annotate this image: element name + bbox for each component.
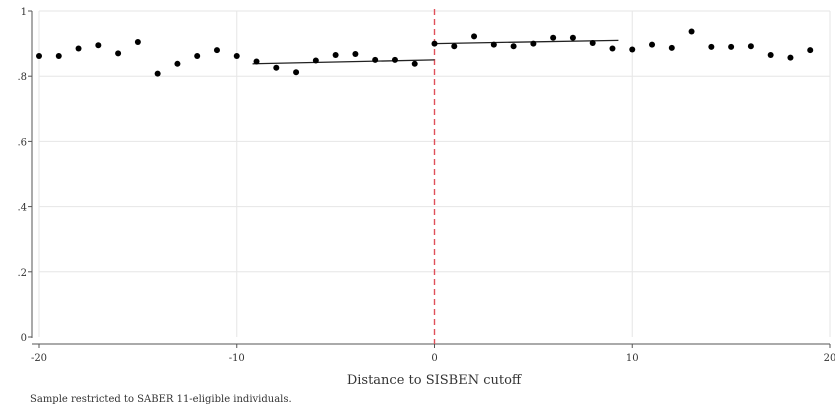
data-point bbox=[510, 43, 517, 50]
x-tick-label: -20 bbox=[31, 353, 47, 364]
data-point bbox=[451, 43, 458, 50]
data-point bbox=[649, 41, 656, 48]
data-point bbox=[471, 33, 478, 40]
y-tick-label: 0 bbox=[21, 333, 27, 344]
footnote: Sample restricted to SABER 11-eligible i… bbox=[30, 394, 292, 405]
x-tick-label: 20 bbox=[824, 353, 835, 364]
data-point bbox=[36, 52, 42, 59]
x-tick-label: 10 bbox=[626, 353, 639, 364]
y-tick-label: .4 bbox=[17, 203, 27, 214]
data-point bbox=[273, 64, 280, 71]
data-point bbox=[411, 60, 418, 67]
data-point bbox=[213, 47, 220, 54]
data-point bbox=[194, 52, 201, 59]
data-point bbox=[55, 52, 62, 59]
data-point bbox=[629, 46, 636, 53]
chart-svg: 0 .2 .4 .6 .8 1 -20 -10 0 10 20 Distance to SISBEN… bbox=[17, 7, 835, 388]
data-point bbox=[807, 47, 814, 54]
data-point bbox=[253, 58, 260, 65]
data-point bbox=[391, 56, 398, 63]
x-tick-label: -10 bbox=[229, 353, 245, 364]
points-layer bbox=[36, 28, 814, 77]
x-axis-label: Distance to SISBEN cutoff bbox=[347, 373, 523, 388]
data-point bbox=[530, 40, 537, 47]
y-tick-label: .6 bbox=[17, 137, 27, 148]
data-point bbox=[787, 54, 794, 61]
fit-line bbox=[252, 59, 435, 65]
data-point bbox=[569, 34, 576, 41]
data-point bbox=[767, 52, 774, 59]
data-point bbox=[550, 34, 557, 41]
data-point bbox=[747, 43, 754, 50]
data-point bbox=[668, 44, 675, 51]
data-point bbox=[75, 45, 82, 52]
y-tick-label: .2 bbox=[17, 268, 27, 279]
data-point bbox=[352, 51, 359, 58]
data-point bbox=[490, 41, 497, 48]
data-point bbox=[609, 45, 616, 52]
data-point bbox=[312, 57, 319, 64]
data-point bbox=[233, 52, 240, 59]
data-point bbox=[293, 69, 300, 76]
data-point bbox=[174, 60, 181, 67]
data-point bbox=[115, 50, 122, 57]
data-point bbox=[728, 43, 735, 50]
data-point bbox=[708, 43, 715, 50]
data-point bbox=[154, 70, 161, 77]
axes-layer: 0 .2 .4 .6 .8 1 -20 -10 0 10 20 bbox=[17, 7, 835, 364]
data-point bbox=[688, 28, 695, 35]
data-point bbox=[372, 56, 379, 63]
data-point bbox=[95, 42, 102, 49]
data-point bbox=[134, 38, 141, 45]
data-point bbox=[589, 39, 596, 46]
x-tick-label: 0 bbox=[431, 353, 437, 364]
y-tick-label: .8 bbox=[17, 72, 27, 83]
data-point bbox=[332, 52, 339, 59]
data-point bbox=[431, 40, 438, 47]
fit-lines-layer bbox=[252, 9, 619, 344]
y-tick-label: 1 bbox=[21, 7, 27, 18]
fit-line bbox=[434, 39, 619, 45]
